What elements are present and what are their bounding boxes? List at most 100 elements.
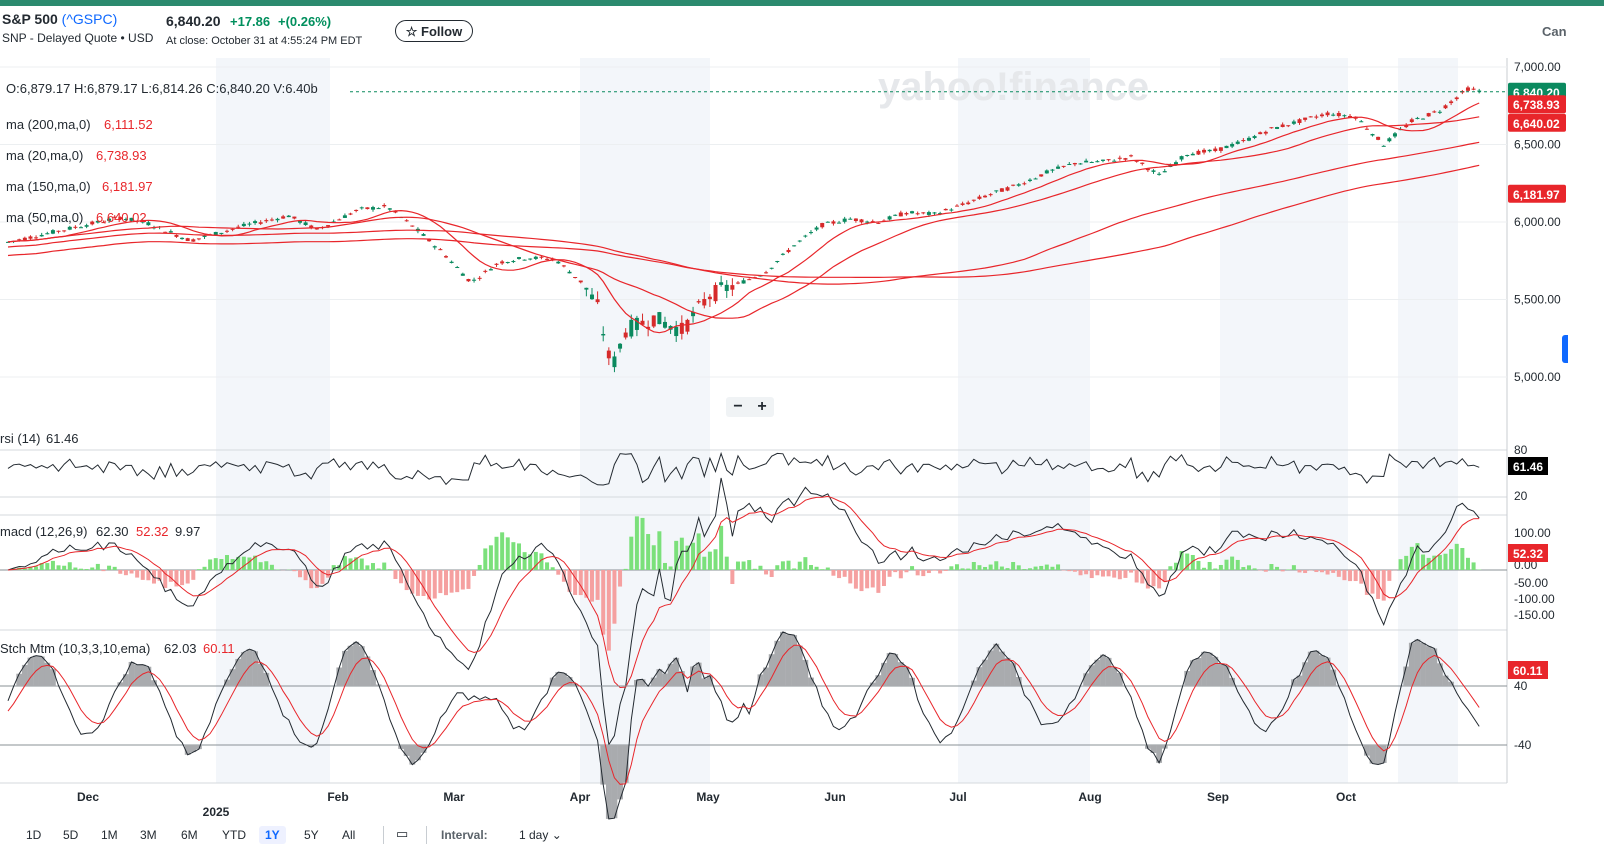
cancel-button[interactable]: Can xyxy=(1542,24,1567,39)
candle-body xyxy=(45,233,50,235)
ma20-line xyxy=(7,102,1480,334)
follow-button[interactable]: ☆ Follow xyxy=(395,20,473,42)
macd-histogram-bar xyxy=(848,570,853,584)
macd-histogram-bar xyxy=(1230,556,1235,570)
x-axis-label: Apr xyxy=(570,790,591,804)
range-ytd[interactable]: YTD xyxy=(222,828,246,842)
range-1y[interactable]: 1Y xyxy=(259,826,286,844)
range-3m[interactable]: 3M xyxy=(140,828,157,842)
candle-body xyxy=(1061,165,1066,167)
candle-body xyxy=(1072,163,1077,165)
price-badge xyxy=(1508,113,1566,132)
candle-body xyxy=(1303,117,1308,120)
candle-body xyxy=(814,227,819,230)
study-label: ma (20,ma,0) xyxy=(6,148,83,163)
macd-histogram-bar xyxy=(264,561,269,570)
macd-histogram-bar xyxy=(219,559,224,570)
stoch-fill xyxy=(768,654,775,686)
stoch-fill xyxy=(617,745,623,800)
macd-histogram-bar xyxy=(556,570,561,575)
macd-histogram-bar xyxy=(174,570,179,587)
zoom-in-button[interactable]: + xyxy=(757,398,767,415)
macd-histogram-bar xyxy=(62,565,67,570)
candle-body xyxy=(1286,125,1291,127)
macd-axis-label: 100.00 xyxy=(1514,526,1551,540)
stoch-fill xyxy=(1212,656,1219,686)
quote-title: S&P 500 (^GSPC) xyxy=(2,11,117,27)
candle-body xyxy=(39,234,44,237)
macd-histogram-bar xyxy=(1471,562,1476,570)
candle-body xyxy=(326,225,331,227)
stoch-fill xyxy=(409,745,416,765)
candle-body xyxy=(95,220,100,223)
macd-histogram-bar xyxy=(449,570,454,593)
macd-histogram-bar xyxy=(999,566,1004,570)
candle-body xyxy=(129,217,134,221)
candle-body xyxy=(1218,147,1223,151)
candle-body xyxy=(410,225,415,227)
candle-body xyxy=(1263,131,1268,134)
candle-body xyxy=(1056,166,1061,169)
stoch-fill xyxy=(763,667,769,686)
stoch-fill xyxy=(1425,646,1432,686)
macd-histogram-bar xyxy=(1398,559,1403,570)
candle-body xyxy=(556,261,561,264)
candle-body xyxy=(820,223,825,228)
macd-histogram-bar xyxy=(983,566,988,570)
candle-body xyxy=(1134,160,1139,162)
stoch-fill xyxy=(897,662,904,686)
range-5d[interactable]: 5D xyxy=(63,828,79,842)
ticker-symbol[interactable]: (^GSPC) xyxy=(61,11,118,27)
candle-body xyxy=(623,332,628,338)
stoch-fill xyxy=(27,657,34,686)
stoch-fill xyxy=(1189,660,1196,686)
macd-histogram-bar xyxy=(1067,570,1072,572)
candle-body xyxy=(342,215,347,218)
candle-body xyxy=(275,218,280,221)
calendar-icon[interactable]: ▭ xyxy=(396,826,409,841)
candle-body xyxy=(668,325,673,330)
macd-histogram-bar xyxy=(387,569,392,570)
stoch-fill xyxy=(791,635,798,686)
candle-body xyxy=(432,246,437,248)
macd-histogram-bar xyxy=(651,545,656,570)
range-1m[interactable]: 1M xyxy=(101,828,118,842)
candle-body xyxy=(1224,145,1229,149)
range-6m[interactable]: 6M xyxy=(181,828,198,842)
stoch-fill xyxy=(802,659,809,686)
stoch-fill xyxy=(370,670,376,686)
stoch-fill xyxy=(1408,642,1415,686)
candle-body xyxy=(1415,117,1420,119)
macd-histogram-bar xyxy=(971,561,976,570)
candle-body xyxy=(1089,161,1094,163)
zoom-out-button[interactable]: − xyxy=(733,398,743,415)
stoch-fill xyxy=(246,649,253,686)
side-panel-handle[interactable] xyxy=(1562,335,1568,363)
range-all[interactable]: All xyxy=(342,828,356,842)
candle-body xyxy=(1258,132,1263,135)
macd-label: macd (12,26,9) xyxy=(0,524,87,539)
macd-histogram-bar xyxy=(1297,570,1302,573)
interval-dropdown[interactable]: 1 day ⌄ xyxy=(519,828,562,842)
range-1d[interactable]: 1D xyxy=(26,828,42,842)
rsi-badge xyxy=(1508,457,1548,475)
macd-histogram-bar xyxy=(668,566,673,570)
stoch-fill xyxy=(1015,676,1022,686)
macd-histogram-bar xyxy=(185,570,190,584)
stoch-fill xyxy=(970,680,977,686)
price-chart[interactable]: 7,000.00 6,500.00 6,000.00 5,500.00 5,000.00… xyxy=(0,50,1604,820)
macd-histogram-bar xyxy=(95,563,100,570)
candle-body xyxy=(443,256,448,258)
range-5y[interactable]: 5Y xyxy=(304,828,319,842)
macd-histogram-bar xyxy=(67,562,72,570)
macd-histogram-bar xyxy=(1145,570,1150,589)
candle-body xyxy=(1336,112,1341,117)
macd-histogram-bar xyxy=(943,570,948,571)
candle-body xyxy=(376,208,381,210)
candle-body xyxy=(747,279,752,281)
candle-body xyxy=(62,230,67,232)
candle-body xyxy=(477,277,482,279)
macd-histogram-bar xyxy=(84,569,89,570)
candle-body xyxy=(90,221,95,225)
macd-histogram-bar xyxy=(135,570,140,578)
